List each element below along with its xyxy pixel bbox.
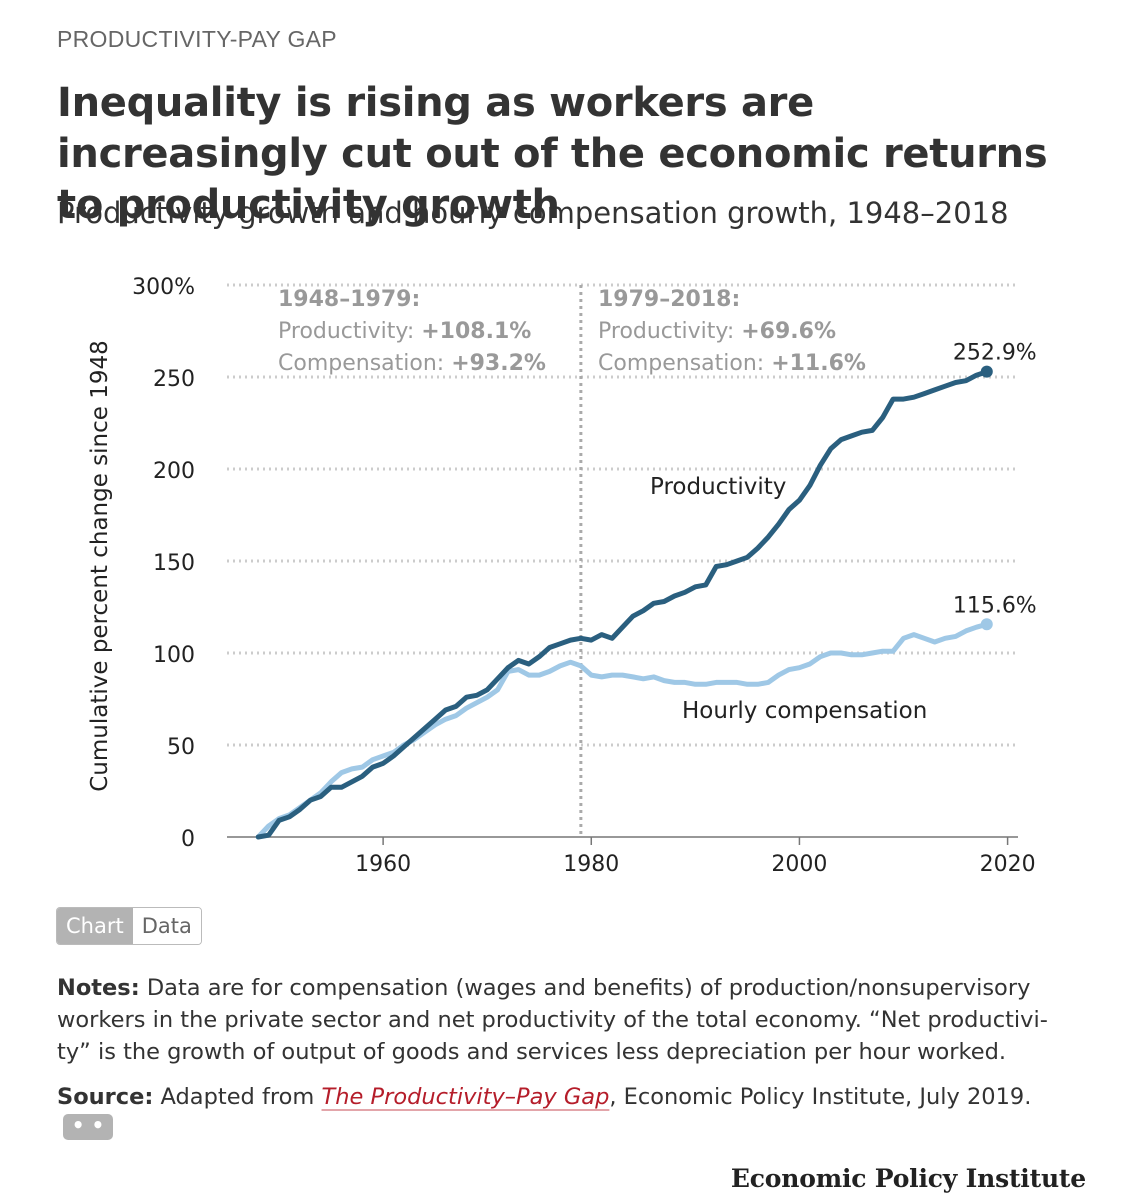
period-compensation: Compensation: +93.2%	[278, 351, 546, 376]
brand-logo: Economic Policy Institute	[730, 1164, 1086, 1193]
more-button[interactable]: • • •	[63, 1113, 113, 1158]
y-tick-label: 0	[181, 827, 195, 852]
compensation-line	[255, 621, 990, 840]
period-heading: 1979–2018:	[598, 287, 740, 312]
chart-subtitle: Productivity growth and hourly compensat…	[57, 196, 1009, 230]
y-axis-title: Cumulative percent change since 1948	[87, 340, 113, 792]
period-productivity: Productivity: +69.6%	[598, 319, 836, 344]
source-suffix: , Economic Policy Institute, July 2019.	[609, 1084, 1032, 1110]
source-link[interactable]: The Productivity–Pay Gap	[321, 1084, 610, 1110]
x-tick-label: 1980	[563, 852, 619, 877]
compensation-label: Hourly compensation	[682, 698, 927, 724]
line-chart: 0 50 100 150 200 250 300% 1960 1980 2000 2020 Cumul…	[87, 275, 1037, 877]
view-toggle: Chart Data	[56, 907, 202, 945]
chart-tab[interactable]: Chart	[57, 908, 133, 944]
notes: Notes: Data are for compensation (wages …	[57, 972, 1067, 1068]
period-heading: 1948–1979:	[278, 287, 420, 312]
kicker: PRODUCTIVITY-PAY GAP	[57, 26, 337, 52]
y-tick-label: 250	[153, 367, 195, 392]
period-productivity: Productivity: +108.1%	[278, 319, 531, 344]
period-compensation: Compensation: +11.6%	[598, 351, 866, 376]
productivity-line	[255, 369, 990, 840]
source: Source: Adapted from The Productivity–Pa…	[57, 1081, 1067, 1158]
x-tick-label: 1960	[355, 852, 411, 877]
source-label: Source:	[57, 1084, 154, 1110]
compensation-end-point	[980, 618, 993, 631]
notes-text: Data are for compensation (wages and ben…	[57, 975, 1048, 1065]
y-tick-label: 100	[153, 643, 195, 668]
compensation-end-label: 115.6%	[953, 593, 1037, 618]
x-tick-label: 2000	[771, 852, 827, 877]
y-tick-label: 300%	[132, 275, 195, 300]
y-tick-label: 200	[153, 459, 195, 484]
data-tab[interactable]: Data	[132, 908, 201, 944]
productivity-end-point	[980, 365, 993, 378]
notes-label: Notes:	[57, 975, 140, 1001]
productivity-label: Productivity	[650, 474, 786, 500]
y-tick-label: 50	[167, 735, 195, 760]
source-prefix: Adapted from	[153, 1084, 322, 1110]
x-tick-label: 2020	[980, 852, 1036, 877]
productivity-end-label: 252.9%	[953, 341, 1037, 366]
page-title: Inequality is rising as workers are incr…	[57, 80, 1048, 228]
y-tick-label: 150	[153, 551, 195, 576]
